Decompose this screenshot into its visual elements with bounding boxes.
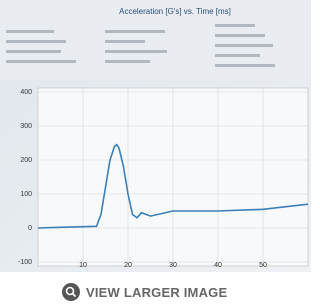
x-tick-label: 20 [124, 262, 132, 269]
y-tick-label: 0 [28, 225, 32, 232]
x-tick-label: 30 [169, 262, 177, 269]
chart-title: Acceleration [G's] vs. Time [ms] [119, 7, 231, 16]
x-tick-label: 10 [79, 262, 87, 269]
button-label: VIEW LARGER IMAGE [86, 285, 227, 300]
y-tick-label: 300 [20, 123, 32, 130]
y-tick-label: 400 [20, 89, 32, 96]
y-tick-label: -100 [18, 259, 32, 266]
screen-photo: Acceleration [G's] vs. Time [ms] 4003002… [0, 0, 311, 272]
y-tick-label: 100 [20, 191, 32, 198]
view-larger-button[interactable]: VIEW LARGER IMAGE [62, 281, 227, 303]
x-tick-label: 40 [214, 262, 222, 269]
page: {"chart_data": {"type": "line", "title":… [0, 0, 311, 305]
y-tick-label: 200 [20, 157, 32, 164]
x-tick-label: 50 [259, 262, 267, 269]
magnifier-icon [62, 283, 80, 301]
